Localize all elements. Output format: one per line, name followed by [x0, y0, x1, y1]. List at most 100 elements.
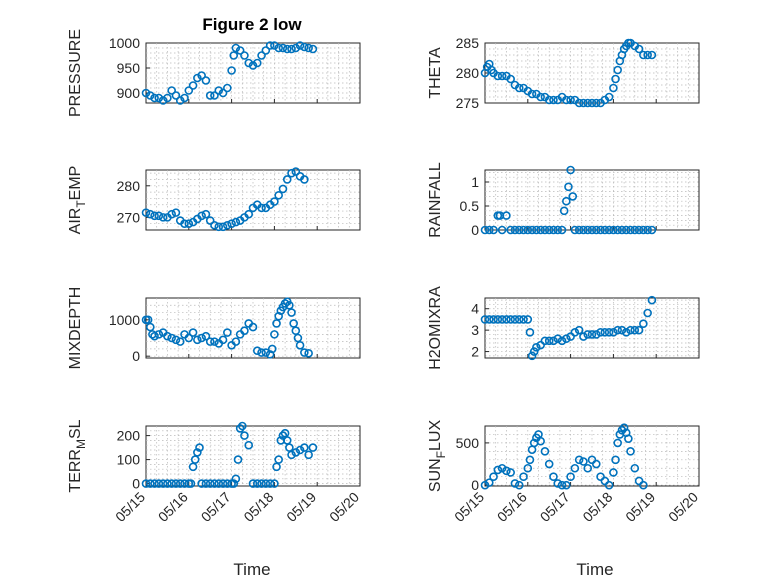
y-tick-label: 2: [471, 344, 479, 360]
x-tick-label: 05/17: [198, 489, 234, 525]
data-point: [643, 225, 652, 235]
axes-background: [145, 425, 361, 487]
data-point: [257, 51, 266, 60]
data-point: [634, 225, 644, 235]
data-point: [300, 42, 309, 52]
data-point: [549, 472, 558, 482]
data-point: [300, 348, 309, 357]
data-point: [282, 44, 292, 54]
y-tick-label: 0: [132, 476, 140, 492]
data-point: [244, 58, 254, 68]
data-point: [158, 213, 168, 222]
data-point: [180, 93, 189, 103]
subplot-pressure: 900 950 1000 PRESSURE: [67, 29, 361, 117]
data-point: [532, 225, 541, 235]
data-point: [154, 330, 164, 339]
data-point: [308, 443, 318, 452]
data-point: [566, 472, 575, 482]
data-point: [240, 326, 249, 336]
data-point: [493, 71, 503, 81]
data-series: [480, 38, 657, 108]
data-point: [265, 41, 275, 50]
x-tick-label: 05/16: [494, 489, 530, 525]
data-point: [647, 50, 657, 60]
data-point: [231, 474, 241, 484]
data-point: [278, 184, 288, 194]
data-point: [274, 455, 283, 464]
x-tick-label: 05/15: [112, 489, 148, 525]
data-point: [205, 479, 215, 488]
data-point: [502, 466, 511, 476]
data-point: [274, 190, 283, 200]
data-point: [197, 71, 206, 80]
data-point: [559, 206, 569, 216]
data-point: [566, 332, 575, 341]
x-tick-label: 05/20: [326, 489, 362, 525]
axes-background: [145, 169, 361, 231]
data-point: [145, 322, 155, 332]
data-point: [214, 222, 224, 232]
x-axis-label-left: Time: [233, 560, 270, 579]
data-point: [193, 448, 202, 457]
data-point: [291, 448, 301, 457]
data-point: [171, 479, 181, 488]
data-point: [270, 41, 279, 50]
data-point: [544, 459, 554, 469]
data-point: [583, 330, 593, 339]
data-point: [272, 319, 281, 328]
data-point: [519, 225, 528, 235]
data-point: [562, 95, 571, 105]
data-point: [540, 225, 550, 235]
y-tick-label: 270: [117, 209, 141, 225]
y-axis-label: TERRMSL: [67, 419, 88, 492]
data-point: [639, 480, 648, 490]
data-point: [527, 351, 537, 361]
data-point: [248, 322, 258, 332]
data-point: [562, 196, 571, 206]
data-point: [265, 479, 275, 488]
data-point: [619, 423, 629, 432]
y-tick-label: 950: [117, 60, 141, 76]
data-point: [484, 225, 494, 235]
data-point: [145, 479, 155, 488]
data-point: [197, 479, 206, 488]
data-point: [634, 44, 644, 54]
data-point: [613, 225, 622, 235]
data-point: [484, 478, 494, 487]
data-point: [493, 465, 503, 475]
y-tick-label: 0: [471, 477, 479, 493]
data-point: [497, 463, 507, 473]
data-point: [553, 479, 563, 488]
data-point: [188, 81, 198, 90]
data-point: [295, 445, 305, 455]
data-point: [285, 300, 294, 310]
data-point: [145, 209, 155, 219]
data-point: [566, 165, 575, 175]
data-point: [171, 208, 181, 217]
data-point: [308, 44, 318, 54]
data-point: [544, 95, 554, 105]
data-point: [630, 325, 640, 335]
y-tick-label: 0.5: [460, 198, 480, 214]
y-tick-label: 500: [456, 435, 480, 451]
data-point: [609, 225, 618, 235]
data-point: [227, 219, 236, 228]
data-point: [167, 86, 176, 95]
data-point: [506, 315, 515, 324]
data-point: [143, 315, 153, 325]
data-point: [611, 74, 620, 84]
data-point: [205, 91, 215, 100]
data-point: [141, 208, 151, 217]
data-point: [295, 340, 305, 350]
data-point: [188, 328, 198, 337]
data-point: [570, 225, 580, 235]
axes-background: [484, 169, 700, 231]
data-point: [525, 327, 535, 337]
data-point: [289, 319, 298, 328]
data-point: [523, 315, 533, 324]
data-point: [195, 443, 204, 452]
y-axis-label: AIRTEMP: [67, 166, 88, 235]
data-point: [532, 342, 541, 352]
y-tick-label: 1: [471, 174, 479, 190]
data-point: [523, 463, 533, 473]
